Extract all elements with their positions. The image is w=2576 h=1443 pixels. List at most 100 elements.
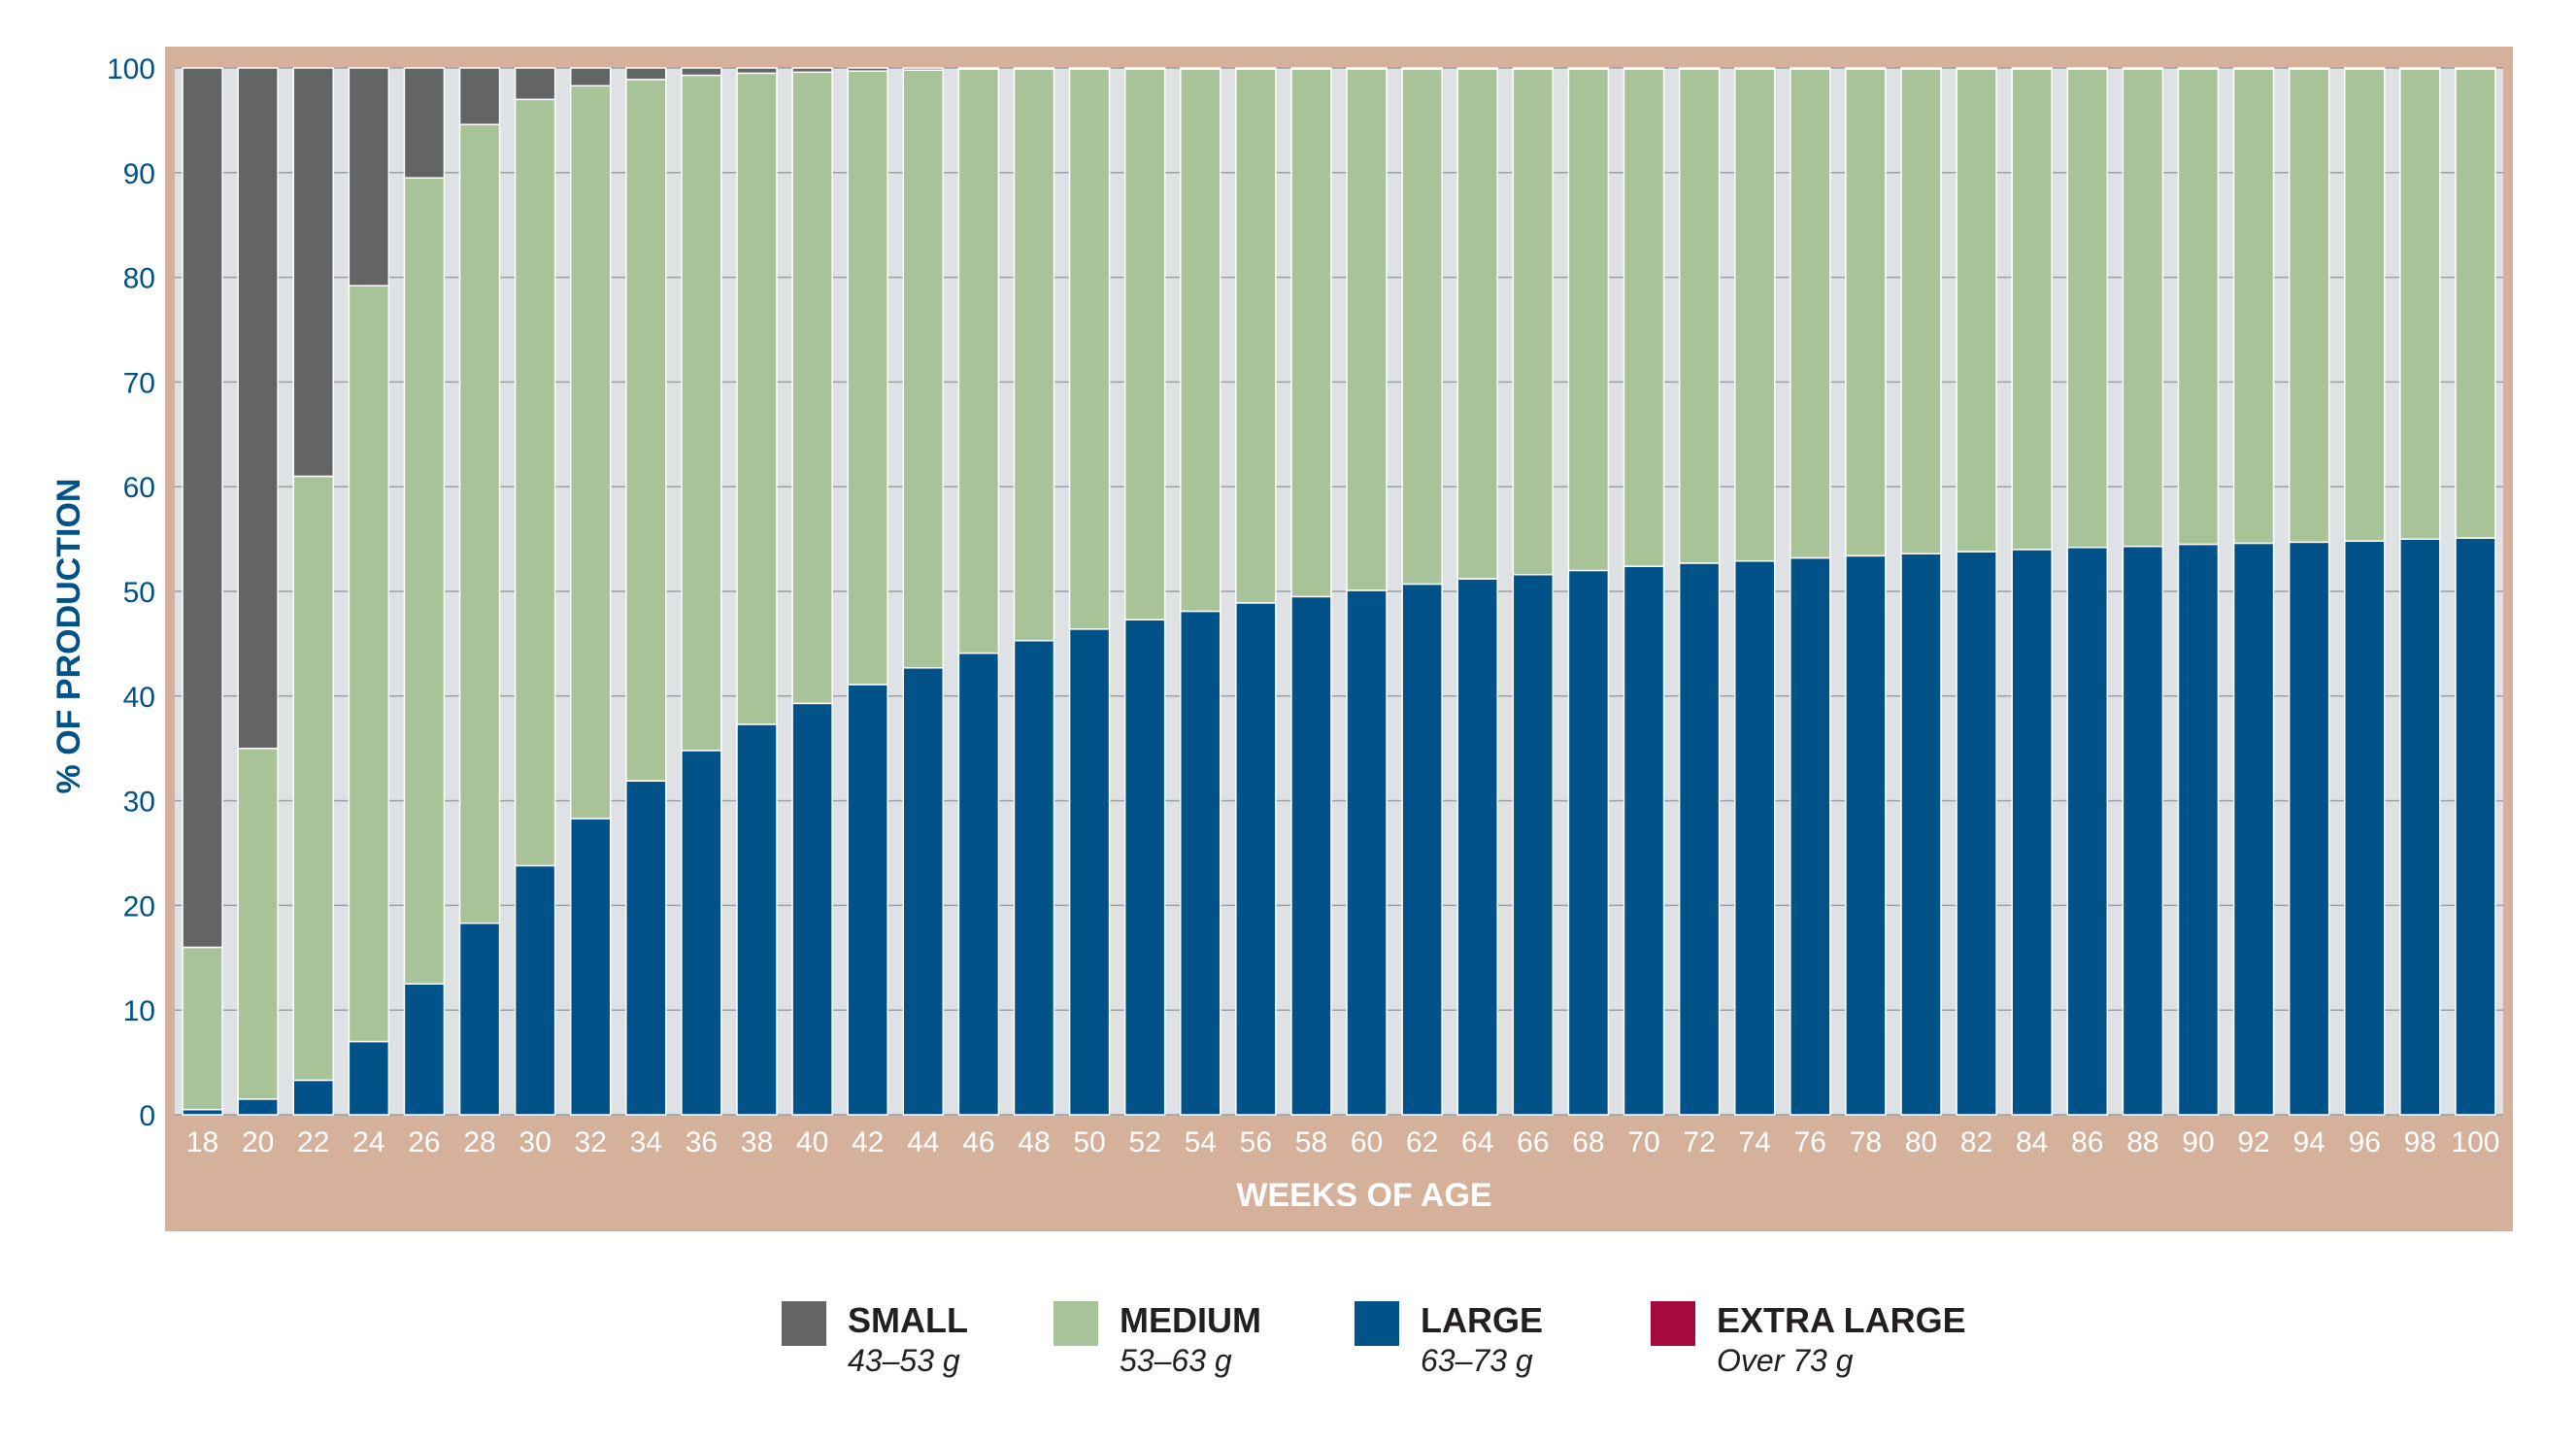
y-tick-label: 80 xyxy=(123,263,155,295)
bar-segment-small xyxy=(847,67,888,72)
bar-segment-small xyxy=(902,67,945,71)
bar-segment-medium xyxy=(1790,68,1831,559)
bar-segment-medium xyxy=(348,285,390,1043)
x-tick-label: 92 xyxy=(2237,1126,2269,1158)
bar-segment-large xyxy=(2455,537,2496,1116)
legend-label: EXTRA LARGE xyxy=(1717,1300,1966,1340)
bar-segment-small xyxy=(2344,67,2386,70)
x-tick-label: 88 xyxy=(2126,1126,2158,1158)
bars xyxy=(182,67,2496,1116)
bar-segment-small xyxy=(403,67,446,179)
x-tick-label: 94 xyxy=(2292,1126,2325,1158)
bar-segment-large xyxy=(625,780,667,1116)
x-tick-label: 18 xyxy=(186,1126,218,1158)
bar-segment-medium xyxy=(1733,68,1776,562)
bar-segment-medium xyxy=(1956,68,1997,553)
x-tick-label: 24 xyxy=(352,1126,385,1158)
x-tick-label: 86 xyxy=(2071,1126,2103,1158)
x-tick-label: 50 xyxy=(1073,1126,1105,1158)
bar-segment-large xyxy=(847,684,888,1116)
bar-segment-medium xyxy=(1623,68,1665,567)
bar-segment-small xyxy=(569,67,612,87)
bar-segment-large xyxy=(2066,546,2109,1116)
x-tick-label: 42 xyxy=(852,1126,884,1158)
bar-segment-small xyxy=(1180,67,1221,70)
legend-swatch-medium xyxy=(1054,1301,1098,1346)
x-tick-label: 34 xyxy=(630,1126,662,1158)
bar-segment-medium xyxy=(2288,68,2330,544)
bar-segment-small xyxy=(292,67,334,478)
y-tick-label: 90 xyxy=(123,158,155,190)
bar-segment-small xyxy=(1790,67,1831,70)
bar-segment-small xyxy=(348,67,390,286)
bar-segment-medium xyxy=(1567,68,1610,572)
bar-segment-small xyxy=(1290,67,1332,70)
x-tick-label: 62 xyxy=(1406,1126,1438,1158)
y-tick-label: 50 xyxy=(123,577,155,609)
bar-segment-large xyxy=(1790,556,1831,1116)
bar-segment-large xyxy=(569,818,612,1116)
bar-segment-large xyxy=(1180,610,1221,1116)
bar-segment-medium xyxy=(1180,68,1221,613)
bar-segment-large xyxy=(237,1098,279,1116)
y-tick-label: 60 xyxy=(123,472,155,504)
bar-segment-small xyxy=(2177,67,2220,70)
bar-segment-small xyxy=(2011,67,2053,70)
bar-segment-large xyxy=(1013,639,1055,1116)
bar-segment-small xyxy=(791,67,833,74)
bar-segment-large xyxy=(1123,619,1166,1116)
y-axis-label: % OF PRODUCTION xyxy=(50,479,87,794)
bar-segment-medium xyxy=(1456,68,1498,580)
bar-segment-small xyxy=(2122,67,2164,70)
bar-segment-medium xyxy=(1845,68,1887,557)
bar-segment-medium xyxy=(1068,68,1111,630)
bar-segment-small xyxy=(237,67,279,750)
x-tick-label: 52 xyxy=(1128,1126,1160,1158)
bar-segment-small xyxy=(1068,67,1111,70)
y-axis-ticks: 0 10 20 30 40 50 60 70 80 90 100 xyxy=(107,53,155,1132)
x-tick-label: 82 xyxy=(1960,1126,1992,1158)
legend-sublabel: 63–73 g xyxy=(1421,1342,1533,1378)
bar-segment-small xyxy=(1900,67,1942,70)
bar-segment-medium xyxy=(957,68,1000,654)
bar-segment-medium xyxy=(2177,68,2220,546)
y-tick-label: 40 xyxy=(123,682,155,714)
y-tick-label: 0 xyxy=(139,1100,155,1132)
x-tick-label: 78 xyxy=(1850,1126,1882,1158)
bar-segment-medium xyxy=(1346,68,1388,591)
bar-segment-medium xyxy=(2455,68,2496,539)
bar-segment-large xyxy=(736,723,778,1116)
bar-segment-large xyxy=(957,652,1000,1116)
bar-segment-medium xyxy=(1900,68,1942,554)
bar-segment-medium xyxy=(847,70,888,686)
bar-segment-medium xyxy=(2066,68,2109,549)
bar-segment-small xyxy=(957,67,1000,70)
bar-segment-large xyxy=(2011,549,2053,1116)
bar-segment-medium xyxy=(791,71,833,705)
x-tick-label: 22 xyxy=(297,1126,329,1158)
bar-segment-large xyxy=(1401,583,1443,1116)
legend-label: MEDIUM xyxy=(1120,1300,1261,1340)
bar-segment-small xyxy=(1346,67,1388,70)
bar-segment-small xyxy=(2066,67,2109,70)
x-tick-label: 98 xyxy=(2404,1126,2436,1158)
bar-segment-large xyxy=(2288,541,2330,1116)
x-tick-label: 70 xyxy=(1627,1126,1659,1158)
x-tick-label: 56 xyxy=(1240,1126,1272,1158)
x-tick-label: 90 xyxy=(2182,1126,2214,1158)
bar-segment-medium xyxy=(625,79,667,782)
bar-segment-small xyxy=(1013,67,1055,70)
bar-segment-large xyxy=(1346,589,1388,1116)
bar-segment-medium xyxy=(2011,68,2053,551)
x-tick-label: 58 xyxy=(1295,1126,1327,1158)
legend-swatch-large xyxy=(1355,1301,1399,1346)
bar-segment-small xyxy=(1733,67,1776,70)
x-axis-label: WEEKS OF AGE xyxy=(1236,1177,1491,1214)
bar-segment-large xyxy=(1900,553,1942,1116)
bar-segment-large xyxy=(1678,562,1721,1116)
x-tick-label: 68 xyxy=(1572,1126,1604,1158)
bar-segment-small xyxy=(1567,67,1610,70)
x-tick-label: 44 xyxy=(907,1126,939,1158)
y-tick-label: 10 xyxy=(123,995,155,1027)
gridlines xyxy=(175,67,2503,1116)
